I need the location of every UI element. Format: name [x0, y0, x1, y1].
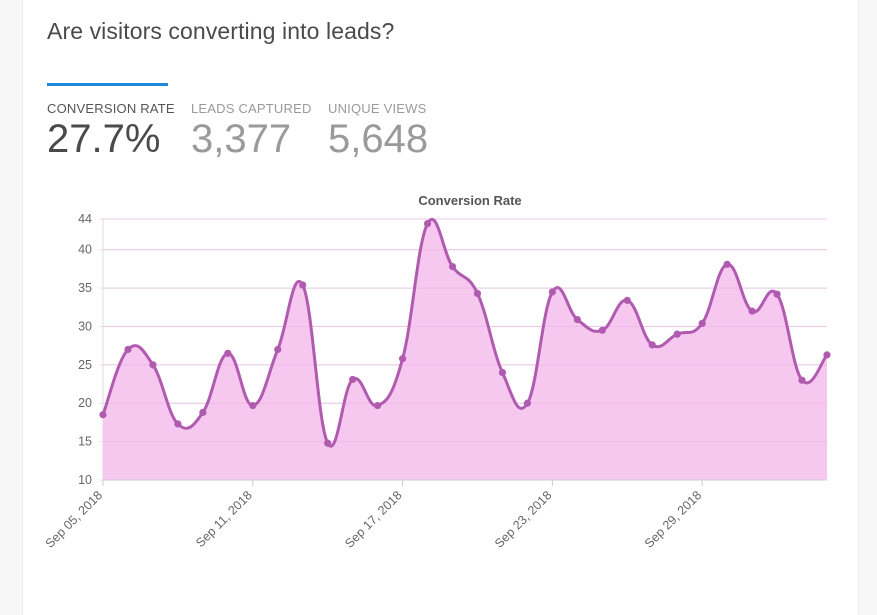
data-point: [473, 289, 482, 298]
data-point: [523, 399, 532, 407]
metric-value: 27.7%: [47, 117, 161, 161]
data-point: [174, 420, 182, 428]
data-point: [374, 401, 382, 410]
y-tick-label: 20: [78, 396, 92, 410]
data-point: [249, 401, 257, 410]
data-point: [349, 375, 357, 384]
data-point: [398, 355, 407, 363]
data-point: [124, 345, 132, 354]
x-tick-label: Sep 29, 2018: [642, 488, 705, 551]
y-tick-label: 15: [78, 435, 92, 449]
metric-value: 3,377: [191, 117, 292, 161]
series-area: [103, 219, 827, 480]
data-point: [773, 290, 781, 298]
x-tick-label: Sep 17, 2018: [342, 488, 405, 551]
metric-label: UNIQUE VIEWS: [328, 101, 427, 116]
metric-value: 5,648: [328, 117, 429, 161]
metric-unique-views[interactable]: UNIQUE VIEWS 5,648: [328, 101, 428, 159]
data-point: [598, 326, 606, 334]
data-point: [423, 220, 432, 228]
card-title: Are visitors converting into leads?: [47, 18, 395, 44]
data-point: [548, 288, 556, 296]
y-tick-label: 30: [78, 319, 92, 333]
data-point: [299, 281, 307, 289]
active-tab-indicator: [47, 83, 168, 86]
metric-label: LEADS CAPTURED: [191, 101, 312, 116]
data-point: [748, 307, 756, 315]
data-point: [723, 260, 731, 268]
data-point: [99, 411, 107, 419]
data-point: [823, 351, 831, 359]
data-point: [648, 341, 656, 349]
data-point: [224, 349, 232, 357]
data-point: [149, 361, 157, 369]
y-tick-label: 44: [78, 212, 92, 226]
data-point: [498, 368, 507, 377]
data-point: [448, 262, 457, 271]
metric-conversion-rate[interactable]: CONVERSION RATE 27.7%: [47, 101, 175, 159]
data-point: [274, 345, 282, 354]
x-tick-label: Sep 23, 2018: [492, 488, 555, 551]
metric-leads-captured[interactable]: LEADS CAPTURED 3,377: [191, 101, 312, 159]
data-point: [698, 319, 706, 327]
y-tick-label: 35: [78, 281, 92, 295]
data-point: [573, 315, 581, 324]
x-tick-label: Sep 11, 2018: [193, 488, 255, 550]
y-tick-label: 10: [78, 473, 92, 487]
data-point: [798, 376, 806, 384]
data-point: [324, 439, 332, 447]
chart-title: Conversion Rate: [418, 193, 521, 208]
y-tick-label: 25: [78, 358, 92, 372]
metric-label: CONVERSION RATE: [47, 101, 175, 116]
data-point: [199, 408, 207, 417]
y-tick-label: 40: [78, 243, 92, 257]
x-tick-label: Sep 05, 2018: [43, 488, 106, 551]
data-point: [673, 330, 681, 338]
data-point: [623, 296, 631, 304]
